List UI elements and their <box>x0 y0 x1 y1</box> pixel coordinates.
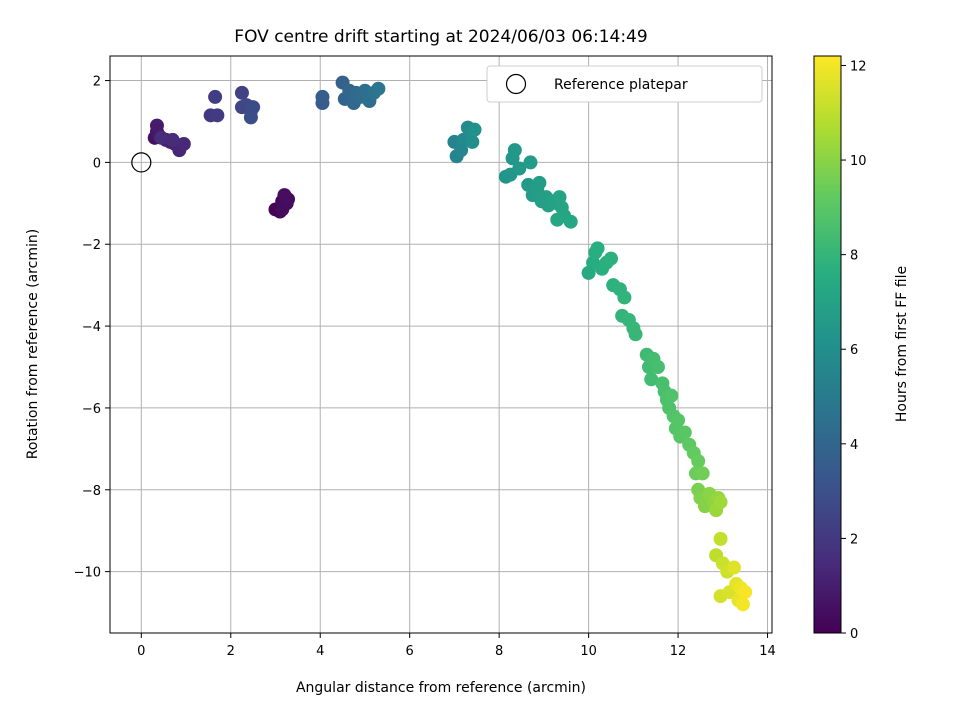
data-point <box>315 89 330 104</box>
colorbar-tick-label: 4 <box>850 438 858 453</box>
x-tick-label: 10 <box>580 644 597 659</box>
data-point <box>664 388 679 403</box>
data-point <box>523 155 538 170</box>
data-point <box>165 132 180 147</box>
data-point <box>234 85 249 100</box>
data-point <box>371 81 386 96</box>
data-point <box>671 413 686 428</box>
data-point <box>617 290 632 305</box>
colorbar-tick-label: 10 <box>850 154 867 169</box>
x-tick-label: 14 <box>759 644 776 659</box>
chart-title: FOV centre drift starting at 2024/06/03 … <box>234 27 647 47</box>
data-point <box>465 134 480 149</box>
y-axis-title: Rotation from reference (arcmin) <box>25 229 41 459</box>
data-point <box>713 495 728 510</box>
data-point <box>695 466 710 481</box>
colorbar-tick-label: 12 <box>850 59 867 74</box>
data-point <box>176 136 191 151</box>
colorbar-gradient <box>813 55 842 634</box>
y-tick-label: −4 <box>82 320 101 335</box>
data-point <box>154 130 169 145</box>
data-point <box>691 454 706 469</box>
colorbar-title: Hours from first FF file <box>894 266 910 422</box>
legend-box <box>486 65 763 103</box>
y-tick-label: −2 <box>82 238 101 253</box>
colorbar-tick-label: 6 <box>850 343 858 358</box>
y-tick-label: 0 <box>93 156 101 171</box>
data-point <box>735 597 750 612</box>
data-point <box>512 161 527 176</box>
reference-platepar-marker <box>131 152 152 173</box>
grid <box>110 56 772 633</box>
y-tick-label: 2 <box>93 75 101 90</box>
x-axis-ticks: 0 2 4 6 8 10 12 14 <box>137 633 776 659</box>
legend-marker <box>505 73 527 95</box>
colorbar-tick-label: 8 <box>850 249 858 264</box>
data-point <box>603 251 618 266</box>
legend-label: Reference platepar <box>554 77 688 93</box>
y-axis-ticks: 2 0 −2 −4 −6 −8 −10 <box>74 75 110 581</box>
x-tick-label: 0 <box>137 644 145 659</box>
legend: Reference platepar <box>486 65 763 103</box>
data-point <box>677 425 692 440</box>
data-points <box>147 75 753 612</box>
data-point <box>507 143 522 158</box>
data-point <box>275 202 290 217</box>
data-point <box>208 89 223 104</box>
colorbar-tick-label: 0 <box>850 627 858 642</box>
data-point <box>563 214 578 229</box>
y-tick-label: −8 <box>82 484 101 499</box>
x-tick-label: 4 <box>316 644 324 659</box>
colorbar-tick-label: 2 <box>850 532 858 547</box>
x-tick-label: 12 <box>670 644 687 659</box>
data-point <box>726 560 741 575</box>
data-point <box>590 241 605 256</box>
data-point <box>149 118 164 133</box>
x-axis-title: Angular distance from reference (arcmin) <box>296 680 586 696</box>
x-tick-label: 2 <box>227 644 235 659</box>
colorbar: 0 2 4 6 8 10 12 Hours from first FF file <box>813 55 910 642</box>
y-tick-label: −10 <box>74 566 101 581</box>
plot-frame <box>109 55 773 634</box>
data-point <box>628 327 643 342</box>
x-tick-label: 8 <box>495 644 503 659</box>
colorbar-ticks: 0 2 4 6 8 10 12 <box>841 59 867 642</box>
data-point <box>532 175 547 190</box>
data-point <box>243 110 258 125</box>
data-point <box>467 122 482 137</box>
data-point <box>210 108 225 123</box>
data-point <box>738 585 753 600</box>
data-point <box>644 372 659 387</box>
y-tick-label: −6 <box>82 402 101 417</box>
data-point <box>713 531 728 546</box>
data-point <box>650 360 665 375</box>
data-point <box>277 188 292 203</box>
data-point <box>550 212 565 227</box>
x-tick-label: 6 <box>406 644 414 659</box>
